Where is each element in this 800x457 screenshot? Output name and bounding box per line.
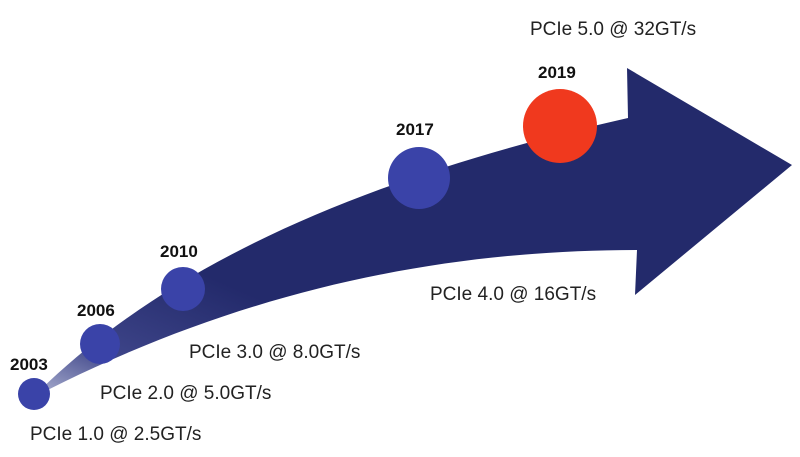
milestone-year-2003: 2003 bbox=[10, 355, 48, 374]
milestone-circle-2019 bbox=[523, 89, 597, 163]
milestone-year-2017: 2017 bbox=[396, 120, 434, 139]
milestone-label-2017: PCIe 4.0 @ 16GT/s bbox=[430, 284, 596, 305]
milestone-year-2010: 2010 bbox=[160, 242, 198, 261]
milestone-circle-2003 bbox=[18, 378, 50, 410]
milestone-label-2003: PCIe 1.0 @ 2.5GT/s bbox=[30, 424, 201, 445]
milestone-label-2019: PCIe 5.0 @ 32GT/s bbox=[530, 19, 696, 40]
milestone-year-2019: 2019 bbox=[538, 63, 576, 82]
milestone-circle-2010 bbox=[161, 267, 205, 311]
milestone-circle-2017 bbox=[388, 147, 450, 209]
growth-arrow bbox=[32, 68, 792, 398]
milestone-label-2010: PCIe 3.0 @ 8.0GT/s bbox=[189, 342, 360, 363]
milestone-year-2006: 2006 bbox=[77, 301, 115, 320]
milestone-circle-2006 bbox=[80, 324, 120, 364]
milestone-label-2006: PCIe 2.0 @ 5.0GT/s bbox=[100, 383, 271, 404]
